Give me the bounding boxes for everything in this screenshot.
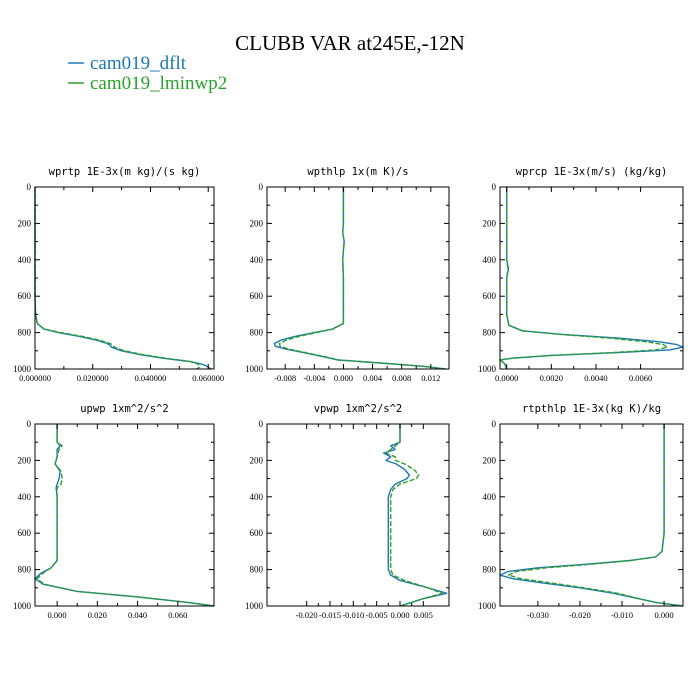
- y-tick-label: 0: [259, 419, 264, 429]
- x-tick-label: 0.000: [655, 610, 674, 620]
- x-tick-label: 0.0060: [629, 373, 652, 383]
- series-line-lminwp2: [385, 424, 443, 607]
- y-tick-label: 600: [18, 528, 32, 538]
- y-tick-label: 600: [250, 291, 264, 301]
- panel-4: upwp 1xm^2/s^2 0 200 400 600 800 1000 0.000 0.02…: [13, 403, 215, 620]
- series-line-dflt: [34, 187, 212, 370]
- x-tick-label: 0.005: [414, 610, 433, 620]
- series-line-dflt: [273, 187, 446, 370]
- y-tick-label: 1000: [245, 601, 264, 611]
- y-tick-label: 600: [483, 291, 497, 301]
- panel-title: rtpthlp 1E-3x(kg K)/kg: [522, 403, 661, 415]
- y-tick-label: 200: [250, 455, 264, 465]
- series-line-lminwp2: [278, 187, 446, 370]
- panel-title: wprcp 1E-3x(m/s) (kg/kg): [516, 166, 668, 178]
- x-tick-label: 0.000: [48, 610, 67, 620]
- plot-frame: [499, 423, 684, 607]
- x-tick-label: -0.020: [569, 610, 591, 620]
- x-tick-label: 0.0020: [540, 373, 563, 383]
- series-line-dflt: [34, 424, 215, 607]
- x-tick-label: 0.020000: [77, 373, 109, 383]
- series-line-dflt: [383, 424, 448, 607]
- x-tick-label: 0.008: [392, 373, 411, 383]
- x-tick-label: 0.004: [363, 373, 383, 383]
- series-line-dflt: [499, 187, 684, 370]
- y-tick-label: 1000: [13, 364, 32, 374]
- series-line-lminwp2: [34, 187, 201, 370]
- x-tick-label: 0.020: [88, 610, 107, 620]
- y-tick-label: 800: [18, 565, 32, 575]
- y-tick-label: 800: [250, 565, 264, 575]
- y-tick-label: 800: [18, 328, 32, 338]
- y-tick-label: 600: [250, 528, 264, 538]
- x-tick-label: -0.004: [303, 373, 326, 383]
- x-tick-label: -0.030: [527, 610, 549, 620]
- y-tick-label: 200: [483, 455, 497, 465]
- x-tick-label: 0.0000: [495, 373, 518, 383]
- panel-3: wprcp 1E-3x(m/s) (kg/kg) 0 200 400 600 800 100…: [478, 166, 684, 383]
- y-tick-label: 0: [259, 182, 264, 192]
- x-tick-label: -0.010: [342, 610, 364, 620]
- y-tick-label: 400: [18, 492, 32, 502]
- series-line-lminwp2: [499, 187, 669, 370]
- x-tick-label: 0.040000: [135, 373, 167, 383]
- panel-title: upwp 1xm^2/s^2: [80, 403, 169, 415]
- y-tick-label: 1000: [245, 364, 264, 374]
- x-tick-label: 0.0040: [584, 373, 607, 383]
- y-tick-label: 1000: [478, 364, 497, 374]
- series-line-lminwp2: [507, 424, 684, 607]
- x-tick-label: 0.060: [168, 610, 187, 620]
- panel-title: wpthlp 1x(m K)/s: [307, 166, 408, 178]
- y-tick-label: 200: [250, 218, 264, 228]
- series-line-lminwp2: [36, 424, 215, 607]
- y-tick-label: 600: [483, 528, 497, 538]
- panel-2: wpthlp 1x(m K)/s 0 200 400 600 800 1000 -0.008-…: [245, 166, 450, 383]
- x-tick-label: -0.005: [366, 610, 388, 620]
- legend-label-dflt: cam019_dflt: [90, 53, 187, 74]
- y-tick-label: 800: [483, 328, 497, 338]
- y-tick-label: 200: [18, 218, 32, 228]
- plot-frame: [266, 186, 450, 370]
- y-tick-label: 1000: [478, 601, 497, 611]
- legend: cam019_dflt cam019_lminwp2: [68, 53, 227, 94]
- panel-title: wprtp 1E-3x(m kg)/(s kg): [49, 166, 201, 178]
- y-tick-label: 600: [18, 291, 32, 301]
- y-tick-label: 0: [492, 419, 497, 429]
- x-tick-label: -0.010: [611, 610, 633, 620]
- x-tick-label: 0.000: [390, 610, 409, 620]
- y-tick-label: 400: [483, 255, 497, 265]
- y-tick-label: 400: [18, 255, 32, 265]
- series-line-dflt: [499, 424, 684, 607]
- panels: wprtp 1E-3x(m kg)/(s kg) 0 200 400 600 800 100…: [13, 166, 684, 620]
- x-tick-label: 0.040: [128, 610, 147, 620]
- x-tick-label: 0.012: [421, 373, 440, 383]
- x-tick-label: 0.000000: [19, 373, 51, 383]
- y-tick-label: 200: [483, 218, 497, 228]
- x-tick-label: -0.015: [319, 610, 341, 620]
- plot-frame: [34, 186, 215, 370]
- x-tick-label: 0.060000: [192, 373, 224, 383]
- y-tick-label: 800: [250, 328, 264, 338]
- x-tick-label: -0.020: [296, 610, 318, 620]
- y-tick-label: 200: [18, 455, 32, 465]
- panel-1: wprtp 1E-3x(m kg)/(s kg) 0 200 400 600 800 100…: [13, 166, 224, 383]
- y-tick-label: 0: [27, 419, 32, 429]
- figure-title: CLUBB VAR at245E,-12N: [235, 31, 465, 55]
- panel-title: vpwp 1xm^2/s^2: [314, 403, 403, 415]
- panel-6: rtpthlp 1E-3x(kg K)/kg 0 200 400 600 800 1000 -…: [478, 403, 684, 620]
- plot-frame: [34, 423, 215, 607]
- y-tick-label: 800: [483, 565, 497, 575]
- x-tick-label: 0.000: [334, 373, 353, 383]
- y-tick-label: 400: [250, 255, 264, 265]
- y-tick-label: 0: [492, 182, 497, 192]
- plot-frame: [266, 423, 450, 607]
- x-tick-label: -0.008: [274, 373, 296, 383]
- y-tick-label: 1000: [13, 601, 32, 611]
- y-tick-label: 400: [250, 492, 264, 502]
- legend-label-lminwp2: cam019_lminwp2: [90, 73, 227, 94]
- y-tick-label: 0: [27, 182, 32, 192]
- y-tick-label: 400: [483, 492, 497, 502]
